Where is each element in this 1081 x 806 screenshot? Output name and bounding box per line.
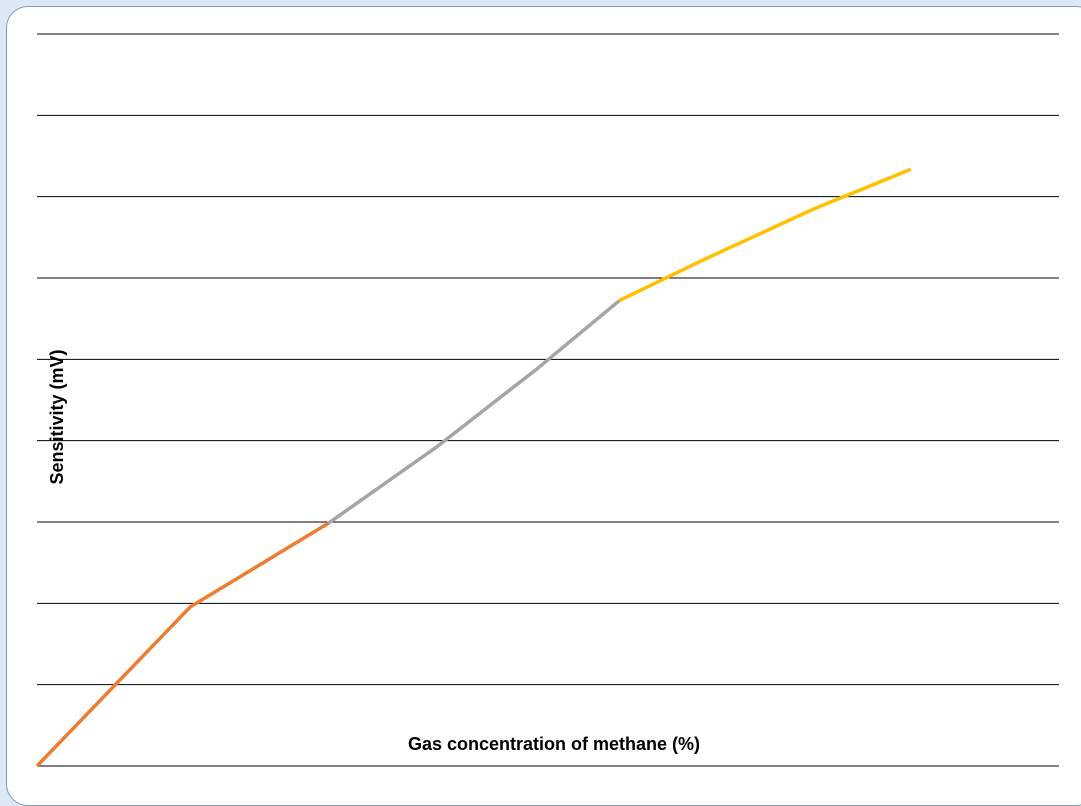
gridlines [37, 33, 1059, 767]
series-line-3 [618, 167, 912, 303]
series-line-1 [35, 521, 330, 768]
series-lines [35, 167, 912, 768]
series-line-2 [327, 299, 621, 525]
y-axis-label: Sensitivity (mV) [47, 349, 67, 484]
chart-panel: Gas concentration of methane (%) Sensiti… [6, 6, 1081, 806]
x-axis-label: Gas concentration of methane (%) [408, 734, 700, 754]
line-chart: Gas concentration of methane (%) Sensiti… [35, 33, 1059, 768]
